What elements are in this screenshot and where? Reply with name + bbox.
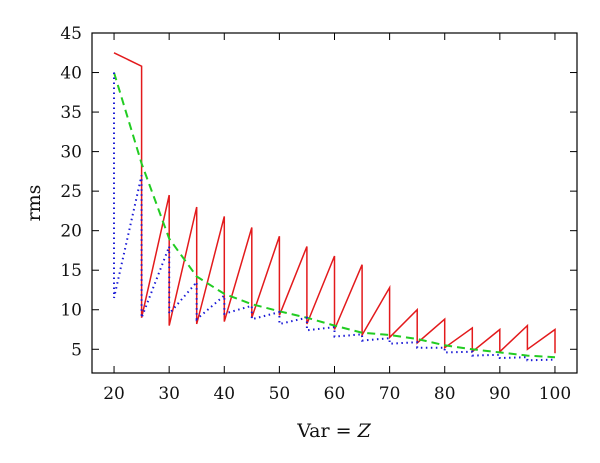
x-axis-title: Var = Z <box>296 420 371 442</box>
x-axis: 20 30 40 50 60 70 80 90 100 <box>103 33 571 404</box>
y-tick-label: 25 <box>60 182 82 202</box>
y-axis-title: rms <box>23 185 45 222</box>
y-tick-label: 30 <box>60 143 82 163</box>
y-tick-label: 40 <box>60 64 82 84</box>
series-line-1 <box>113 52 556 354</box>
series-layer <box>113 52 556 362</box>
x-tick-label: 70 <box>379 384 401 404</box>
y-tick-label: 20 <box>60 222 82 242</box>
y-tick-label: 35 <box>60 103 82 123</box>
y-axis: 5 10 15 20 25 30 35 40 45 <box>60 24 577 360</box>
x-tick-label: 50 <box>269 384 291 404</box>
y-tick-label: 15 <box>60 261 82 281</box>
x-tick-label: 80 <box>434 384 456 404</box>
x-tick-label: 60 <box>324 384 346 404</box>
series-line-2 <box>113 72 556 359</box>
x-tick-label: 30 <box>158 384 180 404</box>
y-tick-label: 45 <box>60 24 82 44</box>
y-tick-label: 5 <box>71 340 82 360</box>
x-tick-label: 90 <box>489 384 511 404</box>
x-tick-label: 40 <box>213 384 235 404</box>
x-tick-label: 100 <box>539 384 571 404</box>
series-line-3 <box>113 72 556 362</box>
x-tick-label: 20 <box>103 384 125 404</box>
y-tick-label: 10 <box>60 301 82 321</box>
